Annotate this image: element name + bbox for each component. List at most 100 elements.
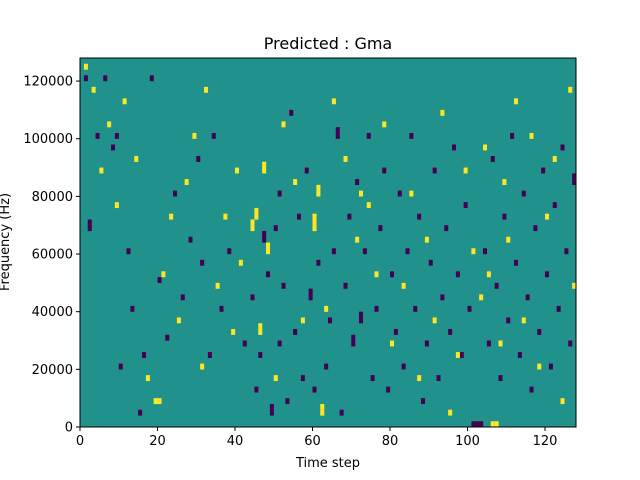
heatmap-cell	[374, 305, 379, 312]
heatmap-cell	[517, 352, 522, 358]
y-axis-label: Frequency (Hz)	[0, 193, 13, 291]
heatmap-cell	[452, 144, 457, 151]
heatmap-cell	[254, 213, 259, 220]
heatmap-cell	[560, 398, 565, 405]
heatmap-cell	[130, 305, 135, 312]
heatmap-cell	[87, 225, 92, 232]
heatmap-cell	[405, 248, 410, 255]
heatmap-cell	[548, 363, 553, 370]
heatmap-cell	[541, 167, 546, 174]
heatmap-cell	[227, 248, 232, 255]
heatmap-cell	[572, 282, 577, 289]
heatmap-cell	[417, 375, 422, 382]
heatmap-cell	[320, 409, 325, 416]
heatmap-cell	[359, 311, 364, 318]
heatmap-cell	[254, 207, 259, 214]
heatmap-cell	[510, 132, 515, 139]
heatmap-cell	[355, 236, 360, 243]
heatmap-cell	[114, 202, 119, 209]
heatmap-cell	[254, 386, 259, 393]
heatmap-cell	[366, 132, 371, 139]
heatmap-cell	[281, 121, 286, 128]
heatmap-cell	[382, 121, 387, 128]
heatmap-cell	[409, 132, 414, 139]
heatmap-cell	[506, 236, 511, 243]
heatmap-cell	[300, 317, 305, 324]
heatmap-cell	[397, 190, 402, 197]
heatmap-cell	[331, 98, 336, 105]
heatmap-cell	[335, 127, 340, 134]
heatmap-cell	[149, 75, 154, 82]
heatmap-cell	[401, 363, 406, 370]
heatmap-cell	[134, 156, 139, 162]
heatmap-cell	[293, 328, 298, 335]
heatmap-cell	[142, 352, 147, 358]
heatmap-cell	[161, 271, 166, 278]
y-tick-label: 60000	[32, 248, 73, 263]
heatmap-cell	[409, 190, 414, 197]
heatmap-cell	[165, 334, 170, 341]
heatmap-cell	[351, 334, 356, 341]
heatmap-cell	[459, 352, 464, 358]
heatmap-cell	[215, 282, 220, 289]
heatmap-cell	[266, 242, 271, 249]
heatmap-cell	[173, 190, 178, 197]
heatmap-cell	[421, 398, 426, 405]
heatmap-cell	[502, 213, 507, 220]
heatmap-cell	[537, 328, 542, 335]
heatmap-cell	[111, 144, 116, 151]
heatmap-cell	[83, 63, 88, 70]
heatmap-cell	[359, 190, 364, 197]
heatmap-cell	[483, 144, 488, 151]
y-tick-label: 40000	[32, 305, 73, 320]
heatmap-cell	[351, 340, 356, 347]
heatmap-cell	[316, 259, 321, 266]
heatmap-cell	[479, 421, 484, 428]
heatmap-cell	[266, 248, 271, 255]
heatmap-cell	[378, 225, 383, 232]
heatmap-cell	[440, 109, 445, 116]
heatmap-cell	[312, 219, 317, 226]
heatmap-cell	[390, 340, 395, 347]
heatmap-cell	[552, 156, 557, 162]
heatmap-cell	[568, 340, 573, 347]
heatmap-cell	[552, 202, 557, 209]
heatmap-cell	[95, 132, 100, 139]
heatmap-cell	[196, 156, 201, 162]
heatmap-cell	[343, 282, 348, 289]
x-tick-label: 80	[382, 434, 399, 449]
x-tick-label: 20	[149, 434, 166, 449]
heatmap-cell	[359, 317, 364, 324]
heatmap-cell	[537, 363, 542, 370]
heatmap-cell	[545, 213, 550, 220]
plot-frame	[79, 57, 577, 428]
heatmap-cell	[471, 421, 476, 428]
heatmap-cell	[281, 282, 286, 289]
heatmap-cell	[285, 398, 290, 405]
heatmap-cell	[107, 121, 112, 128]
heatmap-cell	[355, 179, 360, 185]
heatmap-cell	[153, 398, 158, 405]
heatmap-cell	[362, 248, 367, 255]
heatmap-cell	[157, 398, 162, 405]
heatmap-cell	[475, 421, 480, 428]
heatmap-cell	[122, 98, 127, 105]
heatmap-cell	[463, 202, 468, 209]
heatmap-cell	[463, 167, 468, 174]
heatmap-cell	[428, 259, 433, 266]
heatmap-cell	[529, 386, 534, 393]
heatmap-cell	[204, 86, 209, 93]
heatmap-cell	[211, 132, 216, 139]
plot-background	[80, 58, 576, 427]
heatmap-cell	[483, 248, 488, 255]
heatmap-cell	[467, 305, 472, 312]
heatmap-cell	[521, 190, 526, 197]
heatmap-cell	[448, 328, 453, 335]
heatmap-cell	[413, 305, 418, 312]
heatmap-cell	[316, 190, 321, 197]
heatmap-cell	[533, 225, 538, 232]
heatmap-cell	[258, 352, 263, 358]
heatmap-cell	[262, 236, 267, 243]
heatmap-cell	[300, 375, 305, 382]
